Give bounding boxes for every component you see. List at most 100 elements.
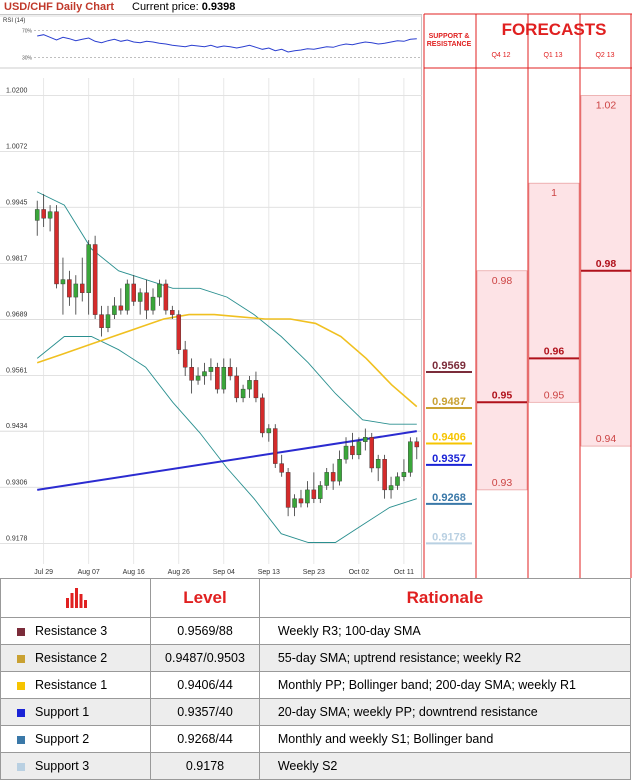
chart-frame [0,14,422,578]
table-row: Resistance 1 0.9406/44 Monthly PP; Bolli… [0,671,632,699]
candle-body [195,375,201,381]
x-tick-label: Aug 16 [123,569,145,576]
row-name: Support 1 [35,705,90,719]
candle-body [414,441,420,448]
candle-body [227,367,233,377]
candle-body [41,209,46,219]
bar-chart-icon [65,588,87,609]
candle-body [266,428,272,434]
row-name-cell: Resistance 1 [0,671,152,699]
row-level: 0.9569/88 [150,617,260,645]
candle-body [253,380,259,399]
level-header: Level [150,578,260,618]
candle-body [375,459,381,469]
forecast-column-q2-13: Q2 13 [595,52,615,59]
forecasts-title: FORECASTS [501,20,607,39]
y-tick-label: 0.9817 [6,255,28,262]
candle-body [279,463,284,473]
row-name: Support 3 [35,759,90,773]
candle-body [150,296,156,311]
row-level: 0.9357/40 [150,698,260,726]
candle-body [318,485,323,499]
candle-body [324,472,329,486]
row-name: Support 2 [35,732,90,746]
candle-body [67,279,72,298]
forecast-high-label: 0.98 [492,275,513,287]
y-tick-label: 1.0200 [6,88,28,95]
sr-level-label: 0.9268 [432,492,466,504]
candle-body [99,314,104,328]
candle-body [382,459,387,491]
sr-level-label: 0.9569 [432,360,466,372]
y-tick-label: 0.9561 [6,368,28,375]
chart-area: USD/CHF Daily Chart Current price: 0.939… [0,1,632,578]
forecast-mid-label: 0.98 [596,258,617,270]
y-tick-label: 0.9178 [6,535,28,542]
candle-body [395,476,400,486]
candle-body [176,314,182,350]
support-resistance-header: SUPPORT & RESISTANCE [426,32,472,48]
sma55-line [36,313,418,408]
y-tick-label: 0.9306 [6,479,28,486]
table-row: Resistance 3 0.9569/88 Weekly R3; 100-da… [0,617,632,645]
row-rationale: Weekly R3; 100-day SMA [258,617,632,645]
row-rationale: Monthly and weekly S1; Bollinger band [258,725,632,753]
sr-level-label: 0.9178 [432,531,466,543]
candle-body [356,441,362,456]
support2-swatch [17,735,25,744]
row-level: 0.9406/44 [150,671,260,699]
candle-body [60,279,66,285]
current-price-value: 0.9398 [201,1,236,13]
candle-body [215,367,220,390]
forecast-low-label: 0.95 [544,389,565,401]
candle-body [234,375,239,399]
resistance3-swatch [17,627,25,636]
candle-body [54,211,59,285]
row-name-cell: Support 3 [0,752,152,780]
forecast-low-label: 0.93 [492,477,513,489]
sma200-line [37,430,417,491]
levels-table: Level Rationale Resistance 3 0.9569/88 W… [0,578,632,780]
forecast-column-q1-13: Q1 13 [543,52,563,59]
row-name-cell: Support 1 [0,698,152,726]
y-tick-label: 0.9689 [6,311,28,318]
candle-body [105,314,111,328]
table-row: Support 1 0.9357/40 20-day SMA; weekly P… [0,698,632,726]
forecast-low-label: 0.94 [596,433,617,445]
forecast-column-q4-12: Q4 12 [491,52,511,59]
current-price-label: Current price: [132,1,202,13]
candle-body [401,472,407,477]
row-name: Resistance 3 [35,624,108,638]
forecast-range [476,270,528,491]
x-tick-label: Oct 11 [394,569,414,576]
row-name-cell: Resistance 3 [0,617,152,645]
candle-body [292,498,297,508]
candle-body [311,489,317,499]
candle-body [305,489,310,504]
table-row: Support 3 0.9178 Weekly S2 [0,752,632,780]
candle-body [182,349,188,368]
candle-body [337,459,342,482]
candle-body [170,310,175,315]
candle-body [118,305,124,311]
candle-body [260,397,265,434]
forecast-high-label: 1 [551,187,557,199]
y-tick-label: 0.9434 [6,423,28,430]
candle-body [350,445,355,456]
sr-level-label: 0.9487 [432,396,466,408]
chart-title: USD/CHF Daily Chart [4,1,115,13]
rsi-level-label: 30% [22,55,33,61]
rsi-line [37,34,417,53]
forecast-range [528,182,580,403]
table-row: Resistance 2 0.9487/0.9503 55-day SMA; u… [0,644,632,672]
candle-body [369,437,375,469]
candle-body [131,283,136,302]
candle-body [240,388,246,399]
candle-body [343,445,349,460]
candle-body [34,209,40,221]
current-price: Current price: 0.9398 [132,1,235,13]
x-tick-label: Sep 13 [258,569,280,576]
resistance2-swatch [17,654,25,663]
rsi-label: RSI (14) [3,18,25,24]
candle-body [221,367,227,390]
